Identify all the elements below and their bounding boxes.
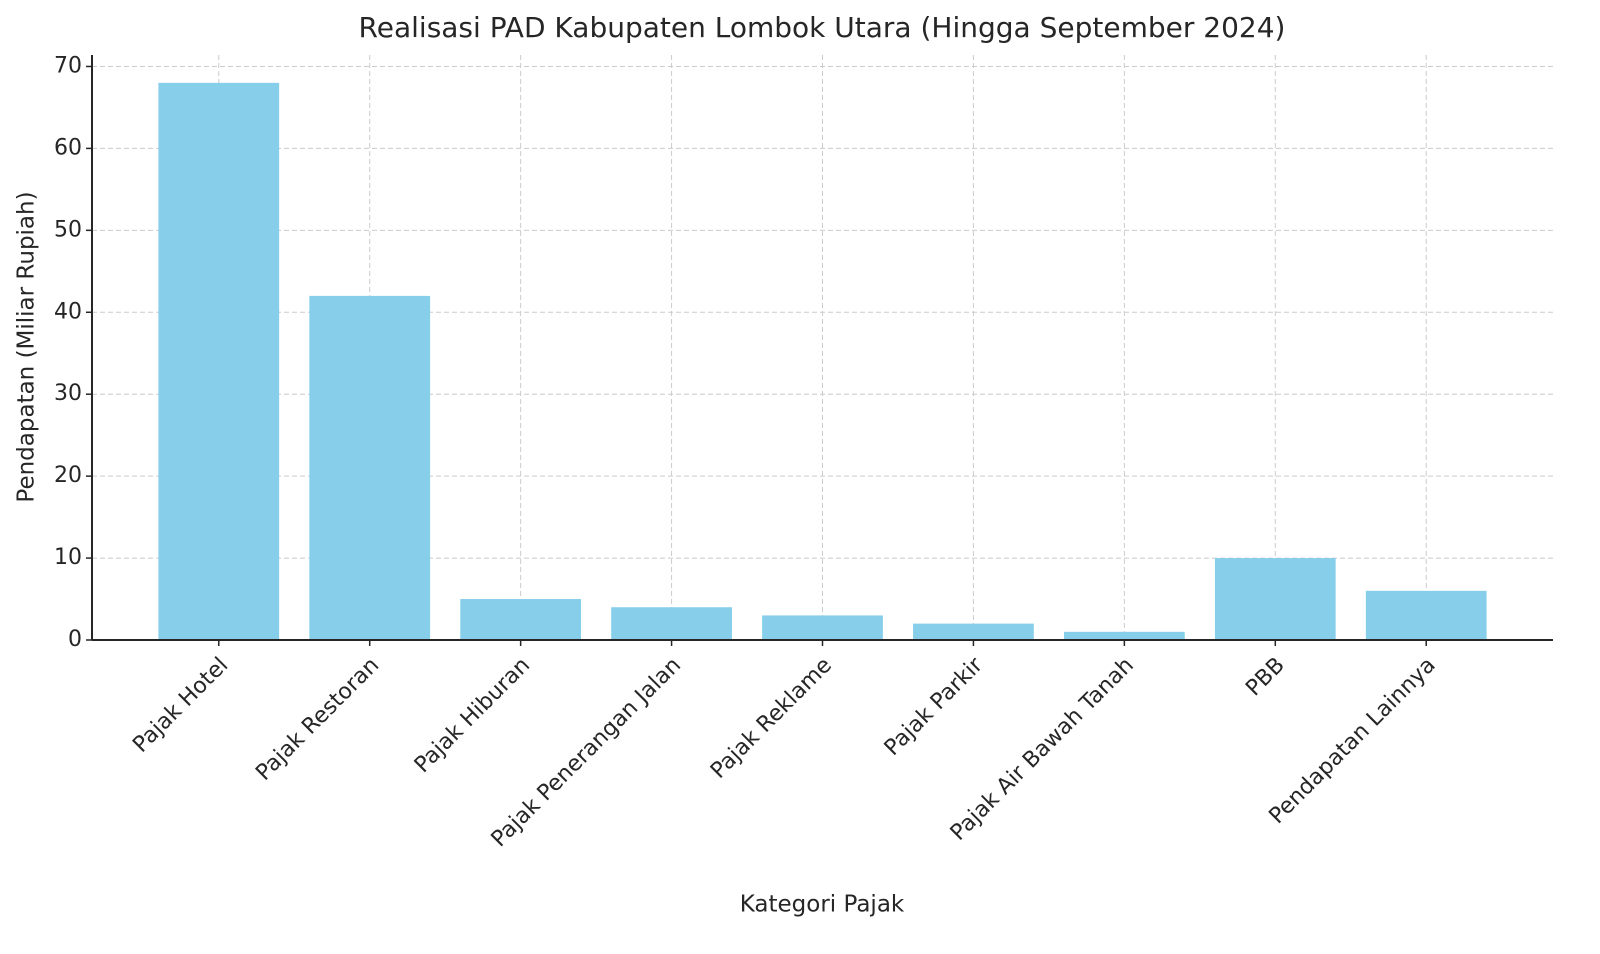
y-tick-label: 20 <box>54 463 82 488</box>
x-tick-label: Pajak Hiburan <box>410 653 535 778</box>
y-axis-label: Pendapatan (Miliar Rupiah) <box>14 191 40 502</box>
x-tick-label: PBB <box>1241 653 1289 701</box>
y-tick-label: 10 <box>54 545 82 570</box>
y-tick-label: 0 <box>68 627 82 652</box>
y-tick-label: 30 <box>54 381 82 406</box>
bar <box>611 607 732 640</box>
chart-title: Realisasi PAD Kabupaten Lombok Utara (Hi… <box>359 11 1286 44</box>
y-tick-label: 50 <box>54 217 82 242</box>
bar <box>1365 590 1487 640</box>
bar <box>460 599 582 640</box>
x-tick-label: Pajak Restoran <box>251 653 384 786</box>
x-tick-label: Pajak Reklame <box>706 653 837 784</box>
x-tick-label: Pendapatan Lainnya <box>1265 653 1441 829</box>
y-tick-label: 70 <box>54 53 82 78</box>
x-tick-label: Pajak Parkir <box>880 652 989 761</box>
y-tick-label: 40 <box>54 299 82 324</box>
bar <box>762 615 883 640</box>
bar <box>1063 631 1185 640</box>
bar <box>1214 558 1336 640</box>
bar <box>309 295 431 640</box>
bar <box>158 82 280 641</box>
x-tick-label: Pajak Hotel <box>128 653 233 758</box>
x-axis-label: Kategori Pajak <box>740 892 905 918</box>
y-tick-label: 60 <box>54 135 82 160</box>
bar <box>913 623 1034 640</box>
